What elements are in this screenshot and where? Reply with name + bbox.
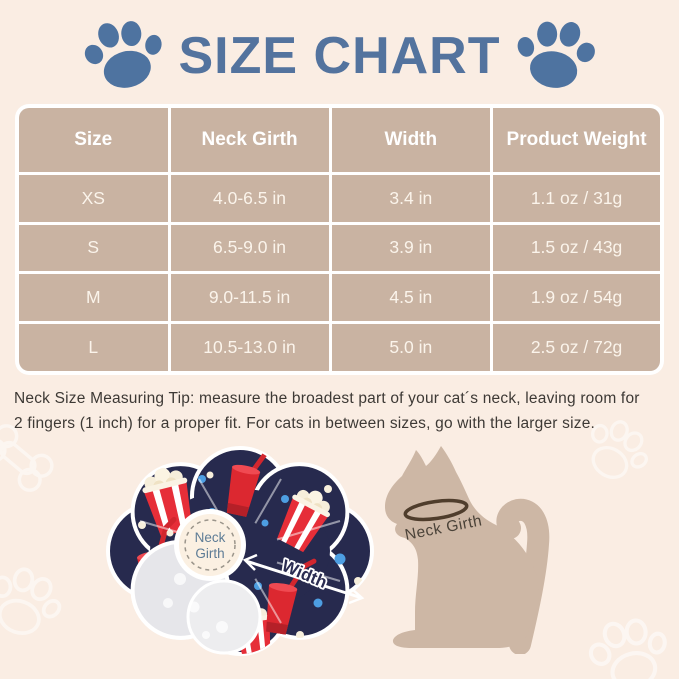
column-header-product-weight: Product Weight: [493, 108, 660, 172]
neck-girth-cell: 6.5-9.0 in: [170, 224, 329, 272]
width-cell: 5.0 in: [331, 324, 491, 371]
flower-collar: Width Neck Girth: [106, 446, 374, 656]
cat-collar: [403, 498, 469, 522]
header: SIZE CHART: [0, 16, 679, 96]
neck-girth-badge-line2: Girth: [195, 546, 224, 561]
neck-girth-cell: 9.0-11.5 in: [170, 274, 329, 322]
width-cell: 3.9 in: [331, 224, 491, 272]
neck-girth-badge: Neck Girth: [174, 509, 246, 581]
paw-icon: [84, 21, 162, 88]
column-header-width: Width: [331, 108, 491, 172]
size-cell: M: [19, 274, 168, 322]
weight-cell: 1.9 oz / 54g: [493, 274, 660, 322]
neck-girth-cell: 10.5-13.0 in: [170, 324, 329, 371]
size-cell: S: [19, 224, 168, 272]
cat-silhouette-illustration: Neck Girth: [385, 446, 550, 654]
width-cell: 3.4 in: [331, 174, 491, 222]
collar-product-illustration: Width Neck Girth: [106, 446, 374, 656]
measuring-tip-line2: 2 fingers (1 inch) for a proper fit. For…: [14, 414, 596, 432]
width-cell: 4.5 in: [331, 274, 491, 322]
cat-body: [385, 446, 539, 648]
column-header-size: Size: [19, 108, 168, 172]
page-title: SIZE CHART: [178, 27, 501, 85]
neck-girth-cell: 4.0-6.5 in: [170, 174, 329, 222]
paw-outline-icon: [0, 557, 73, 647]
weight-cell: 2.5 oz / 72g: [493, 324, 660, 371]
weight-cell: 1.1 oz / 31g: [493, 174, 660, 222]
column-header-neck-girth: Neck Girth: [170, 108, 329, 172]
measuring-tip-line1: Neck Size Measuring Tip: measure the bro…: [14, 390, 640, 407]
measuring-tip: Neck Size Measuring Tip: measure the bro…: [14, 387, 674, 437]
paw-icon: [517, 21, 595, 88]
size-cell: L: [19, 324, 168, 371]
size-table: Size Neck Girth Width Product Weight XS …: [15, 104, 664, 375]
paw-outline-icon: [582, 610, 678, 679]
size-cell: XS: [19, 174, 168, 222]
weight-cell: 1.5 oz / 43g: [493, 224, 660, 272]
neck-girth-badge-line1: Neck: [195, 530, 226, 545]
